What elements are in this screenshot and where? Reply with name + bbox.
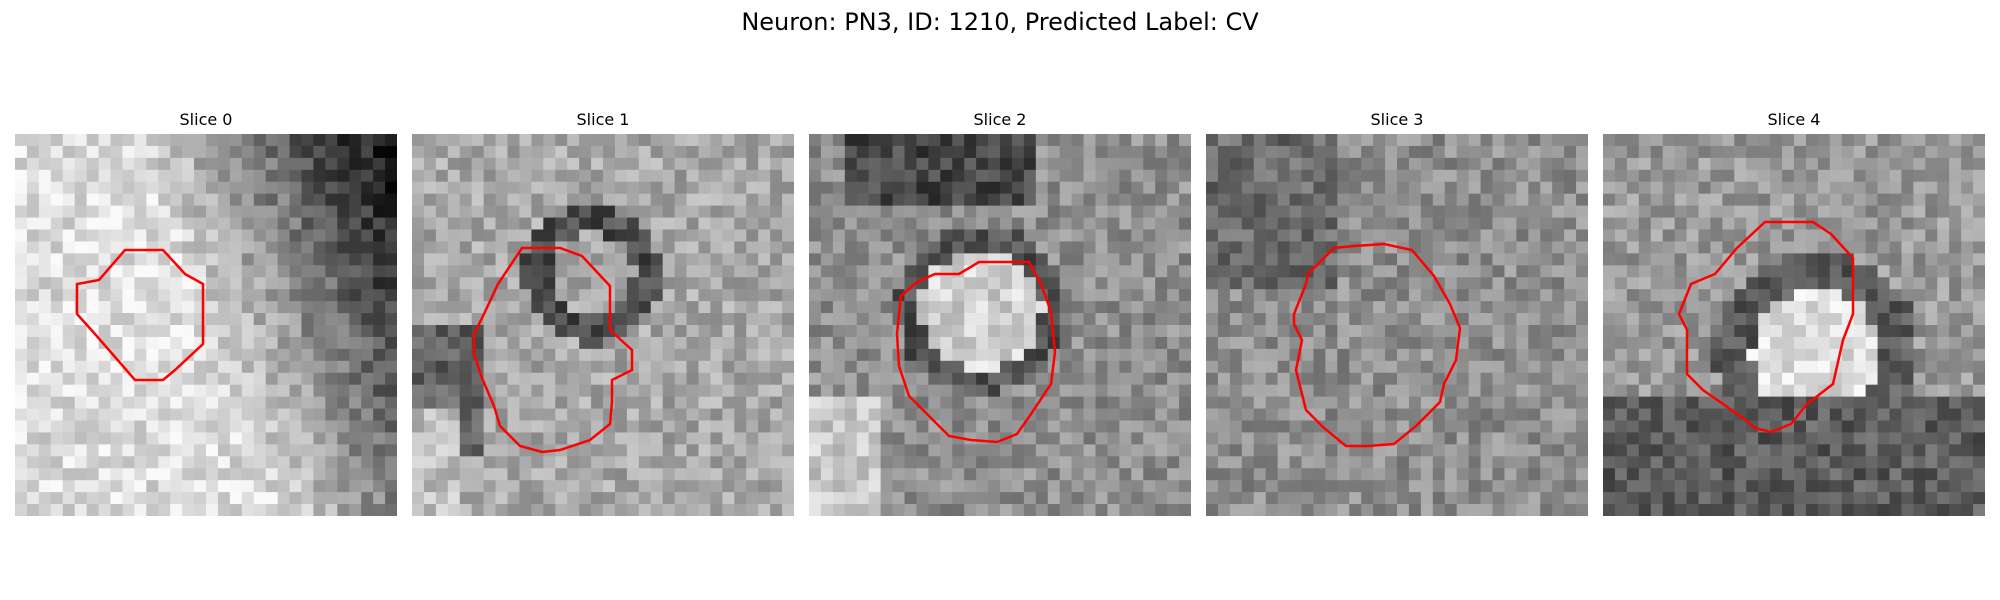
slice-title-2: Slice 2 <box>973 110 1027 129</box>
slice-image-4 <box>1603 134 1985 516</box>
figure-title: Neuron: PN3, ID: 1210, Predicted Label: … <box>741 8 1259 36</box>
slice-3-outline <box>1292 242 1462 448</box>
slice-title-0: Slice 0 <box>179 110 233 129</box>
pixel-grid <box>1603 134 1985 516</box>
pixel-grid <box>15 134 397 516</box>
pixel-grid <box>1206 134 1588 516</box>
slice-1-outline <box>472 246 634 454</box>
slice-0-outline <box>75 248 205 382</box>
slice-title-4: Slice 4 <box>1767 110 1821 129</box>
slice-image-0 <box>15 134 397 516</box>
slice-title-1: Slice 1 <box>576 110 630 129</box>
slice-2-outline <box>895 260 1057 444</box>
slice-title-3: Slice 3 <box>1370 110 1424 129</box>
pixel-grid <box>412 134 794 516</box>
slice-image-1 <box>412 134 794 516</box>
slice-image-2 <box>809 134 1191 516</box>
slice-4-outline <box>1677 220 1855 434</box>
pixel-grid <box>809 134 1191 516</box>
slice-image-3 <box>1206 134 1588 516</box>
